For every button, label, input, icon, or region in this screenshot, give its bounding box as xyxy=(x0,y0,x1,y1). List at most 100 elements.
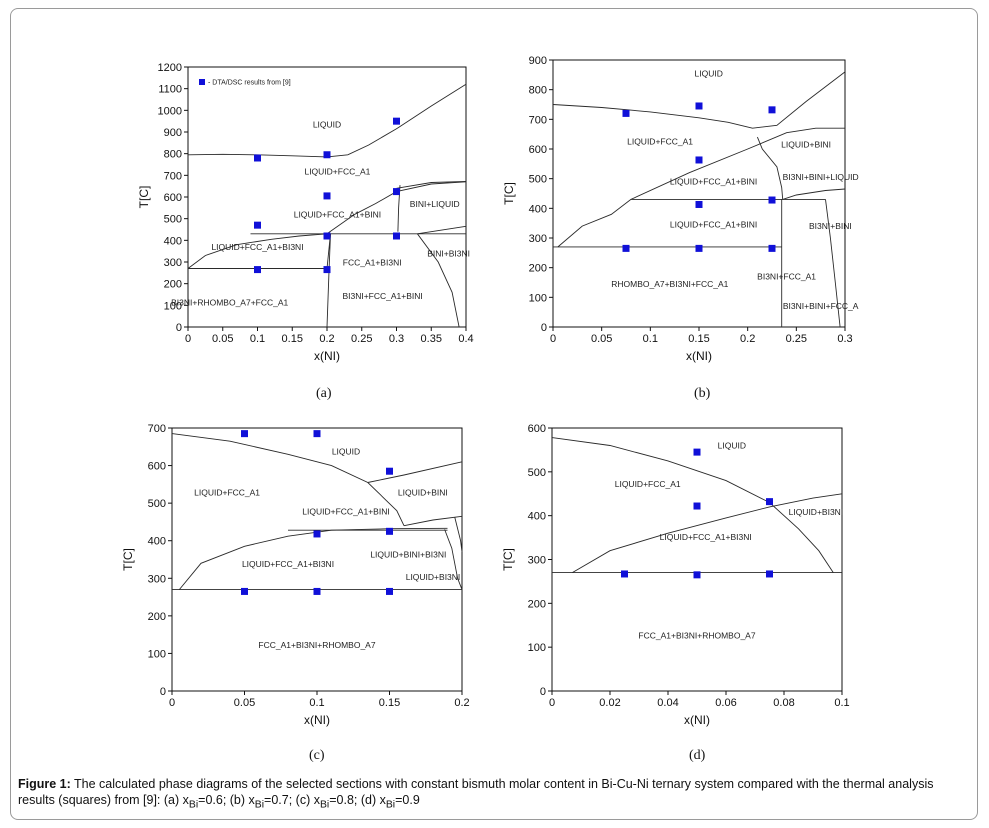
legend-label: - DTA/DSC results from [9] xyxy=(208,80,291,87)
region-label: LIQUID+FCC_A1+BINI xyxy=(302,506,389,516)
region-label: BI3NI+FCC_A1+BINI xyxy=(342,291,422,301)
x-tick-label: 0.25 xyxy=(786,333,807,345)
region-label: LIQUID+FCC_A1+BINI xyxy=(670,220,757,230)
y-tick-label: 300 xyxy=(529,233,547,245)
phase-boundary-line xyxy=(756,136,784,200)
x-tick-label: 0.25 xyxy=(351,333,372,345)
data-point-marker xyxy=(393,232,400,240)
y-tick-label: 0 xyxy=(160,686,166,698)
data-point-marker xyxy=(254,221,261,229)
data-point-marker xyxy=(323,266,331,274)
panel-label-a: (a) xyxy=(316,386,332,401)
x-tick-label: 0 xyxy=(169,697,175,709)
phase-boundary-line xyxy=(367,461,463,483)
region-label: BI3NI+BINI xyxy=(809,221,852,231)
phase-boundary-line xyxy=(552,71,846,129)
caption-sub: Bi xyxy=(385,799,396,811)
x-tick-label: 0.04 xyxy=(657,697,678,709)
region-label: LIQUID+FCC_A1+BI3NI xyxy=(242,559,334,569)
y-tick-label: 200 xyxy=(528,598,546,610)
panel-label-b: (b) xyxy=(694,386,711,401)
region-label: FCC_A1+BI3NI+RHOMBO_A7 xyxy=(638,630,755,640)
phase-diagram-a: 0 0.05 0.1 0.15 0.2 0.25 0.3 0.35 0.4 0 100 200 300 4… xyxy=(137,62,474,363)
region-label: FCC_A1+BI3NI+RHOMBO_A7 xyxy=(258,640,375,650)
y-tick-label: 300 xyxy=(148,573,166,585)
y-tick-label: 100 xyxy=(528,642,546,654)
x-tick-label: 0.15 xyxy=(688,333,709,345)
x-tick-label: 0.1 xyxy=(250,333,265,345)
data-point-marker xyxy=(241,587,248,595)
x-tick-label: 0.4 xyxy=(458,333,473,345)
caption-value: =0.7; (c) x xyxy=(264,793,320,807)
data-point-marker xyxy=(386,467,393,475)
phase-boundary-line xyxy=(187,233,328,269)
y-axis-label: T[C] xyxy=(137,186,151,209)
y-tick-label: 200 xyxy=(148,611,166,623)
caption-sub: Bi xyxy=(254,799,265,811)
y-axis-label: T[C] xyxy=(121,548,135,571)
data-point-marker xyxy=(695,102,703,110)
phase-boundary-line xyxy=(417,225,467,235)
y-tick-label: 1200 xyxy=(158,62,182,74)
x-tick-label: 0.15 xyxy=(379,697,400,709)
figure-caption: Figure 1: The calculated phase diagrams … xyxy=(18,776,973,814)
x-tick-label: 0.05 xyxy=(591,333,612,345)
data-point-marker xyxy=(393,117,400,125)
phase-boundary-line xyxy=(396,180,467,189)
y-tick-label: 600 xyxy=(148,461,166,473)
caption-sub: Bi xyxy=(319,799,330,811)
region-label: LIQUID+BI3NI xyxy=(789,507,844,517)
data-point-marker xyxy=(695,156,703,164)
y-tick-label: 0 xyxy=(540,686,546,698)
data-point-marker xyxy=(323,232,331,240)
y-tick-label: 800 xyxy=(529,85,547,97)
data-point-marker xyxy=(313,430,321,438)
data-point-marker xyxy=(254,266,261,274)
phase-diagram-b: 0 0.05 0.1 0.15 0.2 0.25 0.3 0 100 200 300 400 500 60… xyxy=(502,55,859,363)
region-label: BINI+LIQUID xyxy=(410,199,460,209)
region-label: LIQUID+FCC_A1+BINI xyxy=(294,210,381,220)
x-tick-label: 0.02 xyxy=(599,697,620,709)
phase-boundary-line xyxy=(326,181,467,235)
region-label: LIQUID+FCC_A1+BI3NI xyxy=(211,242,303,252)
x-tick-label: 0.08 xyxy=(773,697,794,709)
data-point-marker xyxy=(693,571,701,579)
y-tick-label: 800 xyxy=(164,149,182,161)
y-tick-label: 600 xyxy=(164,192,182,204)
region-label: LIQUID+FCC_A1+BI3NI xyxy=(660,532,752,542)
region-label: BI3NI+BINI+LIQUID xyxy=(783,172,859,182)
x-tick-label: 0 xyxy=(549,697,555,709)
x-axis-label: x(NI) xyxy=(304,713,330,727)
phase-diagram-d: 0 0.02 0.04 0.06 0.08 0.1 0 100 200 300 400 500 600 x… xyxy=(501,423,850,727)
legend-marker xyxy=(199,79,205,85)
data-point-marker xyxy=(323,192,331,200)
x-tick-label: 0.05 xyxy=(234,697,255,709)
region-label: LIQUID xyxy=(313,120,341,130)
x-axis-label: x(NI) xyxy=(684,713,710,727)
x-axis-label: x(NI) xyxy=(314,349,340,363)
phase-boundary-line xyxy=(557,127,845,248)
region-label: LIQUID xyxy=(695,68,723,78)
y-tick-label: 200 xyxy=(164,279,182,291)
y-tick-label: 700 xyxy=(164,170,182,182)
x-tick-label: 0.15 xyxy=(282,333,303,345)
y-tick-label: 0 xyxy=(176,322,182,334)
caption-value: =0.9 xyxy=(395,793,420,807)
y-tick-label: 200 xyxy=(529,263,547,275)
phase-boundary-line xyxy=(572,493,843,573)
figure-frame xyxy=(10,8,978,820)
y-tick-label: 700 xyxy=(529,114,547,126)
x-tick-label: 0.2 xyxy=(740,333,755,345)
y-tick-label: 0 xyxy=(541,322,547,334)
phase-boundary-line xyxy=(417,233,460,328)
phase-boundary-line xyxy=(551,437,834,573)
region-label: BI3NI+BINI+FCC_A xyxy=(783,301,859,311)
data-point-marker xyxy=(695,200,703,208)
y-tick-label: 500 xyxy=(528,467,546,479)
data-point-marker xyxy=(693,502,701,510)
region-label: BI3NI+FCC_A1 xyxy=(757,272,816,282)
y-tick-label: 400 xyxy=(528,511,546,523)
data-point-marker xyxy=(622,244,630,252)
region-label: LIQUID xyxy=(718,441,746,451)
panel-label-d: (d) xyxy=(689,748,706,763)
